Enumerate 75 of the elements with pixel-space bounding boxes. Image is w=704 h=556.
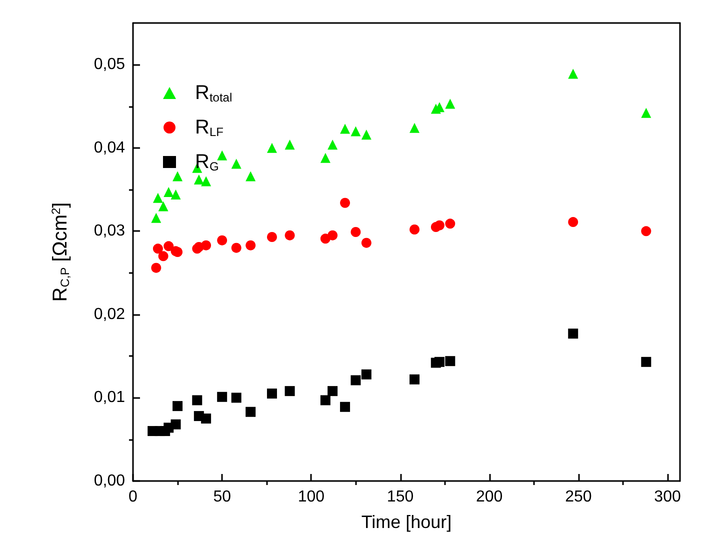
point [361, 238, 372, 248]
point [641, 226, 652, 236]
point [231, 158, 242, 169]
point [410, 122, 420, 133]
point [246, 240, 256, 250]
point [217, 392, 228, 402]
x-tick-label: 100 [298, 488, 325, 506]
y-axis-title: RC,P [Ωcm2] [49, 202, 72, 302]
y-tick-label: 0,04 [94, 139, 126, 156]
point [445, 218, 456, 229]
point [217, 150, 228, 160]
point [328, 230, 338, 240]
point [192, 395, 202, 406]
point [158, 251, 168, 262]
point [641, 108, 652, 118]
point [445, 98, 456, 109]
point [434, 220, 444, 230]
point [328, 140, 338, 150]
point [266, 232, 277, 242]
point [217, 235, 228, 246]
point [568, 68, 578, 79]
point [568, 217, 578, 228]
point [231, 242, 242, 253]
x-tick-label: 250 [565, 488, 592, 506]
point [284, 140, 295, 150]
point [445, 356, 456, 366]
point [410, 224, 420, 235]
point [172, 401, 183, 412]
point [266, 388, 277, 399]
point [164, 241, 174, 252]
point [152, 192, 163, 203]
point [361, 369, 372, 380]
point [170, 419, 181, 430]
point [340, 198, 350, 208]
point [151, 212, 162, 223]
point [172, 171, 183, 182]
point [568, 328, 578, 339]
point [266, 142, 277, 153]
point [641, 356, 652, 367]
x-tick-label: 200 [476, 488, 503, 506]
point [350, 126, 361, 136]
point [231, 392, 242, 403]
point [350, 375, 361, 386]
point [246, 171, 256, 182]
point [410, 374, 420, 384]
y-tick-label: 0,02 [94, 306, 126, 323]
point [284, 230, 295, 240]
point [434, 356, 444, 367]
y-tick-label: 0,01 [94, 389, 126, 406]
point [164, 187, 174, 198]
y-tick-label: 0,03 [94, 222, 126, 240]
point [320, 152, 330, 163]
point [246, 406, 256, 417]
point [152, 244, 163, 254]
x-tick-label: 50 [213, 488, 232, 506]
point [340, 124, 350, 134]
point [201, 176, 212, 186]
point [201, 240, 212, 250]
y-tick-label: 0,00 [94, 472, 126, 490]
x-tick-label: 300 [654, 488, 681, 506]
point [151, 262, 162, 273]
y-tick-label: 0,05 [94, 56, 126, 74]
point [328, 386, 338, 396]
point [340, 402, 350, 412]
point [170, 190, 181, 200]
point [320, 395, 330, 406]
point [361, 130, 372, 140]
point [201, 414, 212, 424]
x-tick-label: 0 [128, 488, 138, 506]
point [284, 386, 295, 396]
point [194, 174, 204, 185]
x-axis-title: Time [hour] [361, 512, 452, 532]
x-tick-label: 150 [386, 488, 414, 506]
point [158, 201, 168, 212]
point [350, 227, 361, 238]
